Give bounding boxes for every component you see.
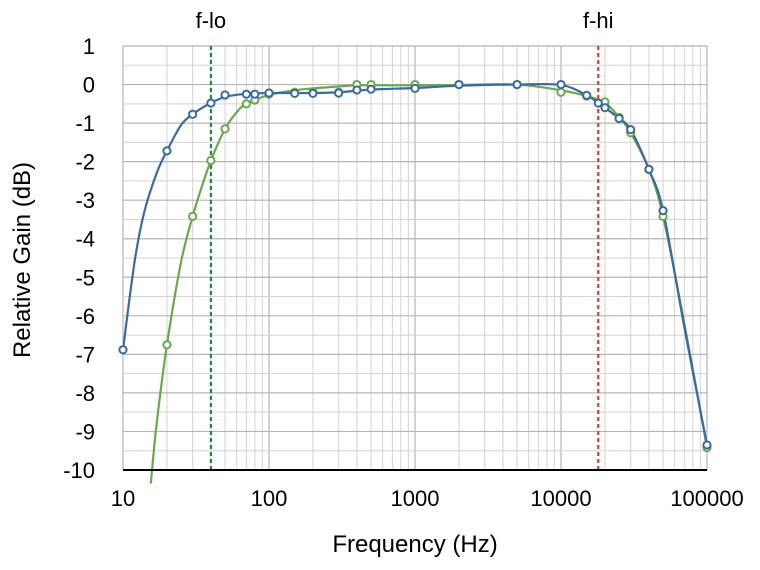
x-tick-label: 100: [251, 486, 288, 511]
y-tick-label: -6: [75, 304, 95, 329]
y-tick-label: -9: [75, 419, 95, 444]
series-2-point: [241, 89, 251, 99]
marker-label: f-hi: [583, 8, 614, 33]
series-2-point: [250, 89, 260, 99]
series-2-point: [410, 83, 420, 94]
y-tick-label: -7: [75, 342, 95, 367]
y-tick-label: -1: [75, 111, 95, 136]
y-tick-label: -10: [63, 458, 95, 483]
series-2-point: [334, 88, 344, 98]
y-tick-label: -8: [75, 381, 95, 406]
series-1-point: [556, 87, 566, 97]
y-tick-label: 1: [83, 34, 95, 59]
series-1-point: [162, 340, 172, 350]
x-tick-label: 1000: [391, 486, 440, 511]
series-2-point: [702, 440, 712, 450]
frequency-markers: f-lo f-hi: [196, 8, 614, 470]
y-axis-title: Relative Gain (dB): [9, 162, 36, 358]
x-axis-title: Frequency (Hz): [332, 531, 497, 558]
y-tick-label: -4: [75, 227, 95, 252]
series-2-point: [264, 88, 274, 98]
series-2-point: [600, 103, 610, 113]
y-tick-label: -5: [75, 265, 95, 290]
series-2-point: [188, 109, 198, 119]
x-tick-label: 10000: [530, 486, 591, 511]
series-2-point: [352, 85, 362, 95]
series-1-point: [241, 99, 251, 109]
series-points: [118, 79, 712, 453]
series-2-point: [512, 79, 522, 90]
series-2-point: [118, 345, 128, 355]
series-1-line: [149, 83, 707, 484]
series-2-point: [162, 146, 172, 156]
y-tick-label: 0: [83, 73, 95, 98]
series-1-point: [188, 211, 198, 221]
marker-label: f-lo: [196, 8, 227, 33]
series-2-point: [593, 98, 603, 108]
x-tick-label: 10: [111, 486, 135, 511]
series-1-point: [206, 155, 216, 166]
series-2-point: [556, 79, 566, 90]
series-2-point: [582, 90, 592, 100]
series-2-point: [220, 90, 230, 100]
series-2-point: [206, 98, 216, 108]
y-tick-label: -3: [75, 188, 95, 213]
series-2-point: [308, 88, 318, 99]
series-2-point: [658, 205, 668, 216]
series-2-point: [614, 113, 624, 124]
series-2-point: [454, 79, 464, 90]
x-tick-label: 100000: [670, 486, 743, 511]
series-2-point: [644, 164, 654, 174]
series-1-point: [220, 124, 230, 134]
series-2-point: [366, 84, 376, 94]
series-2-point: [290, 88, 300, 99]
series-2-point: [626, 125, 636, 135]
y-tick-label: -2: [75, 150, 95, 175]
